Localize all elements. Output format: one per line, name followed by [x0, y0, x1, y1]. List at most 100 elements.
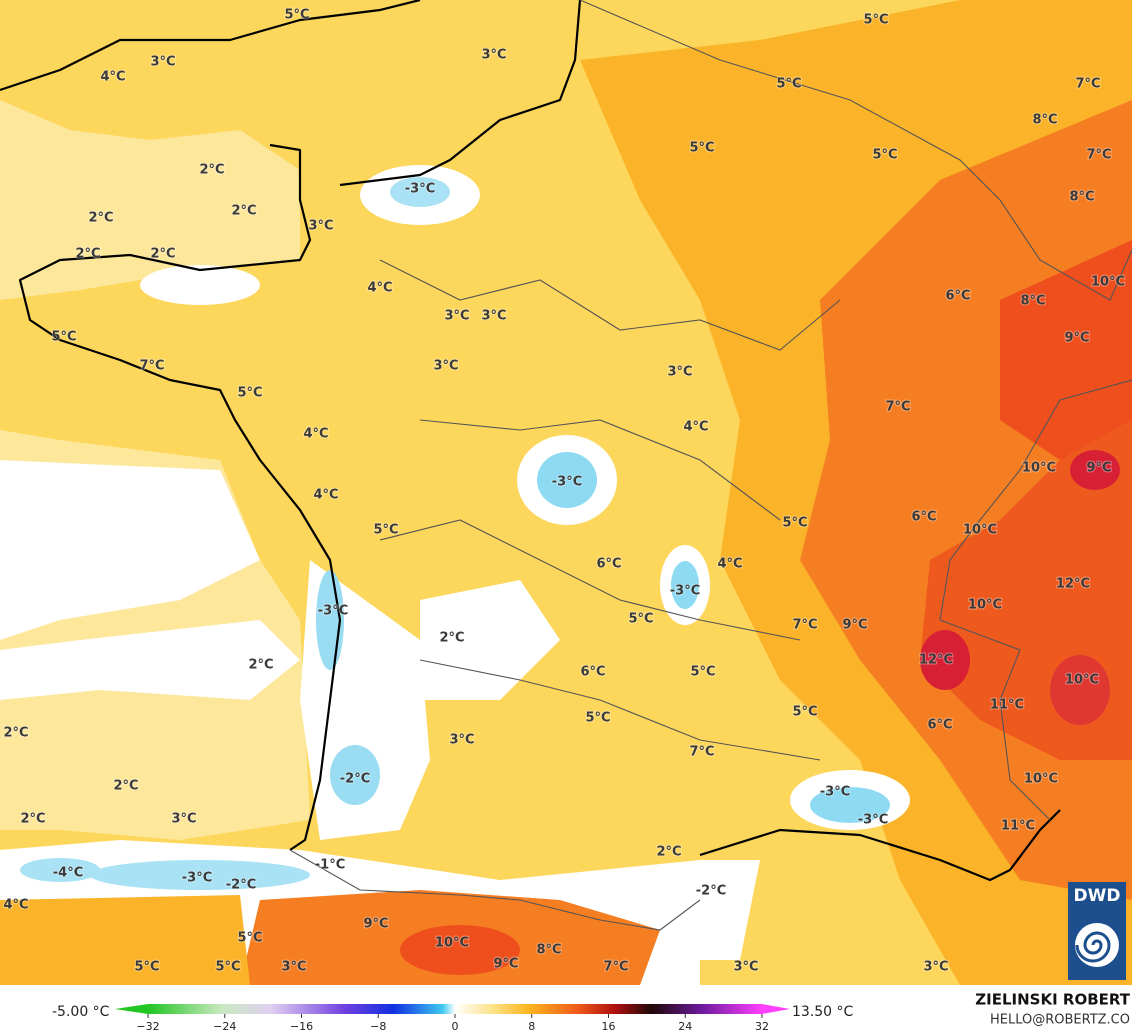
- temperature-label: 10°C: [1022, 461, 1056, 476]
- temperature-label: 5°C: [237, 931, 262, 946]
- temperature-label: 5°C: [872, 148, 897, 163]
- temperature-label: -2°C: [340, 772, 370, 787]
- temperature-label: 9°C: [1086, 461, 1111, 476]
- temperature-label: 8°C: [1020, 294, 1045, 309]
- colorbar-tick-label: 0: [452, 1020, 459, 1033]
- colorbar-tick-label: −16: [290, 1020, 313, 1033]
- temperature-label: 4°C: [367, 281, 392, 296]
- temperature-label: 11°C: [1001, 819, 1035, 834]
- colorbar: [148, 1004, 762, 1014]
- temperature-label: 7°C: [792, 618, 817, 633]
- temperature-label: 5°C: [284, 8, 309, 23]
- temperature-label: 10°C: [1065, 673, 1099, 688]
- temperature-label: 6°C: [911, 510, 936, 525]
- temperature-label: 3°C: [444, 309, 469, 324]
- temperature-label: 2°C: [231, 204, 256, 219]
- temperature-label: -2°C: [696, 884, 726, 899]
- temperature-label: 4°C: [717, 557, 742, 572]
- credit-name: ZIELINSKI ROBERT: [975, 991, 1130, 1009]
- colorbar-min-arrow: [115, 1004, 148, 1014]
- temperature-label: -4°C: [53, 866, 83, 881]
- temperature-label: 10°C: [963, 523, 997, 538]
- temperature-label: 6°C: [927, 718, 952, 733]
- temperature-label: 6°C: [945, 289, 970, 304]
- temperature-label: 5°C: [215, 960, 240, 975]
- temperature-label: -1°C: [315, 858, 345, 873]
- temperature-label: -3°C: [820, 785, 850, 800]
- temperature-label: 5°C: [690, 665, 715, 680]
- temperature-label: 9°C: [1064, 331, 1089, 346]
- temperature-label: 2°C: [439, 631, 464, 646]
- temperature-label: -2°C: [226, 878, 256, 893]
- temperature-label: -3°C: [670, 584, 700, 599]
- temperature-labels: 5°C 4°C 3°C 3°C 5°C 5°C 7°C 8°C 7°C 5°C 5°C 8°C 2°C 2…: [2, 7, 1126, 976]
- temperature-label: 7°C: [885, 400, 910, 415]
- colorbar-tick-label: 16: [602, 1020, 616, 1033]
- temperature-label: 2°C: [248, 658, 273, 673]
- temperature-label: 5°C: [689, 141, 714, 156]
- colorbar-max-label: 13.50 °C: [792, 1004, 854, 1020]
- temperature-label: 7°C: [1086, 148, 1111, 163]
- temperature-label: 2°C: [3, 726, 28, 741]
- colorbar-tick-label: 24: [678, 1020, 692, 1033]
- dwd-logo-swirl: [1075, 931, 1111, 963]
- colorbar-max-arrow: [762, 1004, 790, 1014]
- temperature-label: 2°C: [88, 211, 113, 226]
- temperature-label: 12°C: [919, 653, 953, 668]
- temperature-label: 2°C: [150, 247, 175, 262]
- temperature-label: 5°C: [792, 705, 817, 720]
- colorbar-min-label: -5.00 °C: [52, 1004, 110, 1020]
- temperature-label: 7°C: [603, 960, 628, 975]
- temperature-label: 10°C: [1091, 275, 1125, 290]
- temperature-label: 8°C: [1069, 190, 1094, 205]
- dwd-logo-text: DWD: [1074, 886, 1121, 906]
- temperature-label: 3°C: [433, 359, 458, 374]
- colorbar-tick-label: −8: [370, 1020, 386, 1033]
- temperature-label: 7°C: [689, 745, 714, 760]
- temperature-label: 6°C: [580, 665, 605, 680]
- temperature-label: 9°C: [363, 917, 388, 932]
- temperature-label: -3°C: [405, 182, 435, 197]
- colorbar-tick-label: 32: [755, 1020, 769, 1033]
- temperature-field: [0, 0, 1132, 985]
- dwd-logo-circle: [1075, 923, 1119, 967]
- temperature-label: 3°C: [923, 960, 948, 975]
- temperature-label: 4°C: [683, 420, 708, 435]
- temperature-label: 8°C: [536, 943, 561, 958]
- temperature-label: 6°C: [596, 557, 621, 572]
- temperature-label: 5°C: [51, 330, 76, 345]
- temperature-label: 3°C: [171, 812, 196, 827]
- temperature-label: 5°C: [628, 612, 653, 627]
- temperature-label: 5°C: [776, 77, 801, 92]
- temperature-label: 10°C: [435, 936, 469, 951]
- temperature-label: 3°C: [667, 365, 692, 380]
- temperature-label: 3°C: [481, 48, 506, 63]
- temperature-label: 3°C: [150, 55, 175, 70]
- temperature-label: 5°C: [134, 960, 159, 975]
- colorbar-tick-label: −24: [213, 1020, 236, 1033]
- temperature-label: 9°C: [842, 618, 867, 633]
- temperature-label: 5°C: [782, 516, 807, 531]
- temperature-label: 3°C: [733, 960, 758, 975]
- colorbar-tick-label: −32: [136, 1020, 159, 1033]
- temperature-label: 5°C: [237, 386, 262, 401]
- temperature-label: -3°C: [552, 475, 582, 490]
- temperature-label: 11°C: [990, 698, 1024, 713]
- temperature-label: 5°C: [585, 711, 610, 726]
- temperature-label: 10°C: [968, 598, 1002, 613]
- temperature-label: 5°C: [373, 523, 398, 538]
- temperature-label: 4°C: [313, 488, 338, 503]
- temperature-label: 3°C: [308, 219, 333, 234]
- temperature-label: 2°C: [20, 812, 45, 827]
- temperature-label: 5°C: [863, 13, 888, 28]
- temperature-label: -3°C: [858, 813, 888, 828]
- temperature-label: 7°C: [1075, 77, 1100, 92]
- temperature-label: 3°C: [481, 309, 506, 324]
- temperature-label: -3°C: [182, 871, 212, 886]
- temperature-label: 9°C: [493, 957, 518, 972]
- temperature-label: 10°C: [1024, 772, 1058, 787]
- temperature-label: 3°C: [281, 960, 306, 975]
- temperature-label: 2°C: [113, 779, 138, 794]
- temperature-label: 2°C: [75, 247, 100, 262]
